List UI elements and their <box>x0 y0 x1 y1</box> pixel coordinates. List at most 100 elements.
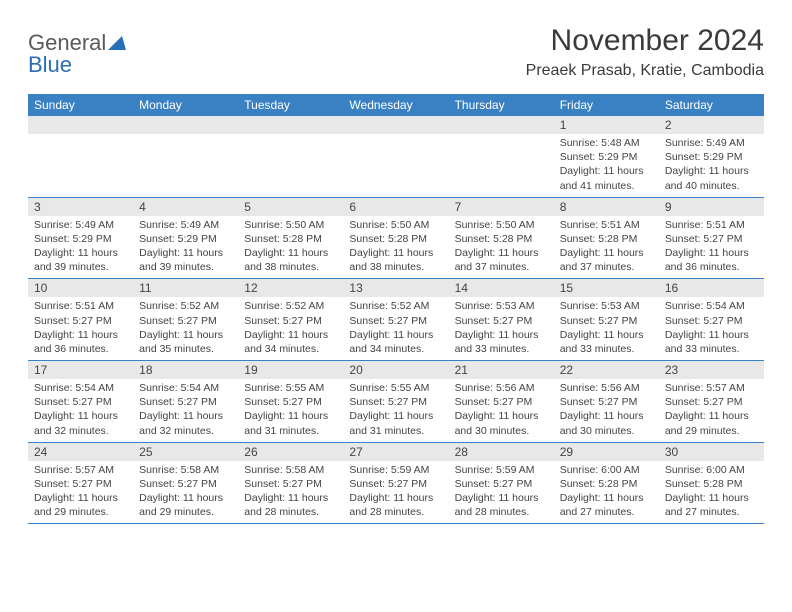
sunset-text: Sunset: 5:29 PM <box>665 150 758 164</box>
sunset-text: Sunset: 5:27 PM <box>455 477 548 491</box>
sunrise-text: Sunrise: 5:52 AM <box>244 299 337 313</box>
day-details: Sunrise: 5:51 AMSunset: 5:27 PMDaylight:… <box>28 297 133 360</box>
day-cell: 9Sunrise: 5:51 AMSunset: 5:27 PMDaylight… <box>659 198 764 279</box>
sunset-text: Sunset: 5:27 PM <box>139 477 232 491</box>
title-block: November 2024 Preaek Prasab, Kratie, Cam… <box>526 24 764 80</box>
daylight-text: Daylight: 11 hours and 33 minutes. <box>455 328 548 356</box>
sunset-text: Sunset: 5:27 PM <box>244 314 337 328</box>
sunrise-text: Sunrise: 5:57 AM <box>34 463 127 477</box>
day-header-saturday: Saturday <box>659 94 764 116</box>
sunset-text: Sunset: 5:27 PM <box>455 395 548 409</box>
day-number: 18 <box>133 361 238 379</box>
daylight-text: Daylight: 11 hours and 38 minutes. <box>349 246 442 274</box>
day-header-row: SundayMondayTuesdayWednesdayThursdayFrid… <box>28 94 764 116</box>
sunrise-text: Sunrise: 5:53 AM <box>560 299 653 313</box>
month-title: November 2024 <box>526 24 764 58</box>
day-cell: 26Sunrise: 5:58 AMSunset: 5:27 PMDayligh… <box>238 443 343 524</box>
day-number <box>449 116 554 134</box>
day-cell: 7Sunrise: 5:50 AMSunset: 5:28 PMDaylight… <box>449 198 554 279</box>
sunrise-text: Sunrise: 5:56 AM <box>455 381 548 395</box>
sunrise-text: Sunrise: 5:56 AM <box>560 381 653 395</box>
sunset-text: Sunset: 5:28 PM <box>560 477 653 491</box>
week-row: 17Sunrise: 5:54 AMSunset: 5:27 PMDayligh… <box>28 361 764 443</box>
daylight-text: Daylight: 11 hours and 33 minutes. <box>665 328 758 356</box>
day-cell: 12Sunrise: 5:52 AMSunset: 5:27 PMDayligh… <box>238 279 343 360</box>
day-details: Sunrise: 5:57 AMSunset: 5:27 PMDaylight:… <box>659 379 764 442</box>
day-number: 13 <box>343 279 448 297</box>
day-details: Sunrise: 5:55 AMSunset: 5:27 PMDaylight:… <box>343 379 448 442</box>
day-cell: 16Sunrise: 5:54 AMSunset: 5:27 PMDayligh… <box>659 279 764 360</box>
day-cell: 11Sunrise: 5:52 AMSunset: 5:27 PMDayligh… <box>133 279 238 360</box>
sunset-text: Sunset: 5:27 PM <box>665 395 758 409</box>
calendar-page: General Blue November 2024 Preaek Prasab… <box>0 0 792 540</box>
sunrise-text: Sunrise: 5:57 AM <box>665 381 758 395</box>
daylight-text: Daylight: 11 hours and 34 minutes. <box>349 328 442 356</box>
day-number <box>133 116 238 134</box>
sunset-text: Sunset: 5:28 PM <box>455 232 548 246</box>
daylight-text: Daylight: 11 hours and 33 minutes. <box>560 328 653 356</box>
day-cell: 29Sunrise: 6:00 AMSunset: 5:28 PMDayligh… <box>554 443 659 524</box>
day-details: Sunrise: 5:53 AMSunset: 5:27 PMDaylight:… <box>449 297 554 360</box>
daylight-text: Daylight: 11 hours and 38 minutes. <box>244 246 337 274</box>
day-cell: 18 Sunrise: 5:54 AMSunset: 5:27 PMDayligh… <box>133 361 238 442</box>
day-details: Sunrise: 5:54 AMSunset: 5:27 PMDaylight:… <box>659 297 764 360</box>
daylight-text: Daylight: 11 hours and 31 minutes. <box>349 409 442 437</box>
sunrise-text: Sunrise: 6:00 AM <box>665 463 758 477</box>
day-cell: 6Sunrise: 5:50 AMSunset: 5:28 PMDaylight… <box>343 198 448 279</box>
sunset-text: Sunset: 5:27 PM <box>455 314 548 328</box>
day-details <box>449 134 554 190</box>
sunset-text: Sunset: 5:27 PM <box>349 395 442 409</box>
day-cell-empty <box>28 116 133 197</box>
sunrise-text: Sunrise: 5:54 AM <box>139 381 232 395</box>
daylight-text: Daylight: 11 hours and 40 minutes. <box>665 164 758 192</box>
day-details: Sunrise: 5:49 AMSunset: 5:29 PMDaylight:… <box>133 216 238 279</box>
daylight-text: Daylight: 11 hours and 29 minutes. <box>34 491 127 519</box>
daylight-text: Daylight: 11 hours and 32 minutes. <box>34 409 127 437</box>
day-details: Sunrise: 6:00 AMSunset: 5:28 PMDaylight:… <box>554 461 659 524</box>
day-header-tuesday: Tuesday <box>238 94 343 116</box>
sunset-text: Sunset: 5:27 PM <box>139 395 232 409</box>
day-cell: 27Sunrise: 5:59 AMSunset: 5:27 PMDayligh… <box>343 443 448 524</box>
day-details <box>238 134 343 190</box>
sunrise-text: Sunrise: 5:53 AM <box>455 299 548 313</box>
day-number: 9 <box>659 198 764 216</box>
day-cell-empty <box>343 116 448 197</box>
sunset-text: Sunset: 5:27 PM <box>244 477 337 491</box>
day-details: Sunrise: 5:50 AMSunset: 5:28 PMDaylight:… <box>238 216 343 279</box>
day-header-sunday: Sunday <box>28 94 133 116</box>
logo: General Blue <box>28 24 126 76</box>
day-cell: 17Sunrise: 5:54 AMSunset: 5:27 PMDayligh… <box>28 361 133 442</box>
day-cell: 30Sunrise: 6:00 AMSunset: 5:28 PMDayligh… <box>659 443 764 524</box>
day-details <box>133 134 238 190</box>
day-cell: 5Sunrise: 5:50 AMSunset: 5:28 PMDaylight… <box>238 198 343 279</box>
sunset-text: Sunset: 5:29 PM <box>139 232 232 246</box>
logo-word-2: Blue <box>28 52 72 77</box>
sunset-text: Sunset: 5:28 PM <box>560 232 653 246</box>
sunrise-text: Sunrise: 5:59 AM <box>349 463 442 477</box>
daylight-text: Daylight: 11 hours and 31 minutes. <box>244 409 337 437</box>
day-cell: 10Sunrise: 5:51 AMSunset: 5:27 PMDayligh… <box>28 279 133 360</box>
sunset-text: Sunset: 5:29 PM <box>34 232 127 246</box>
sunset-text: Sunset: 5:27 PM <box>560 395 653 409</box>
day-details <box>343 134 448 190</box>
day-number: 7 <box>449 198 554 216</box>
day-cell-empty <box>133 116 238 197</box>
sunset-text: Sunset: 5:29 PM <box>560 150 653 164</box>
day-number: 19 <box>238 361 343 379</box>
day-details: Sunrise: 5:52 AMSunset: 5:27 PMDaylight:… <box>343 297 448 360</box>
day-details: Sunrise: 5:56 AMSunset: 5:27 PMDaylight:… <box>554 379 659 442</box>
sunrise-text: Sunrise: 5:52 AM <box>349 299 442 313</box>
day-number: 25 <box>133 443 238 461</box>
day-cell: 3Sunrise: 5:49 AMSunset: 5:29 PMDaylight… <box>28 198 133 279</box>
week-row: 10Sunrise: 5:51 AMSunset: 5:27 PMDayligh… <box>28 279 764 361</box>
day-cell: 23Sunrise: 5:57 AMSunset: 5:27 PMDayligh… <box>659 361 764 442</box>
sunset-text: Sunset: 5:27 PM <box>34 477 127 491</box>
daylight-text: Daylight: 11 hours and 37 minutes. <box>560 246 653 274</box>
sunrise-text: Sunrise: 5:54 AM <box>665 299 758 313</box>
day-cell-empty <box>238 116 343 197</box>
sunset-text: Sunset: 5:27 PM <box>139 314 232 328</box>
daylight-text: Daylight: 11 hours and 32 minutes. <box>139 409 232 437</box>
logo-triangle-icon <box>108 32 126 54</box>
day-cell: 2Sunrise: 5:49 AMSunset: 5:29 PMDaylight… <box>659 116 764 197</box>
day-number: 20 <box>343 361 448 379</box>
